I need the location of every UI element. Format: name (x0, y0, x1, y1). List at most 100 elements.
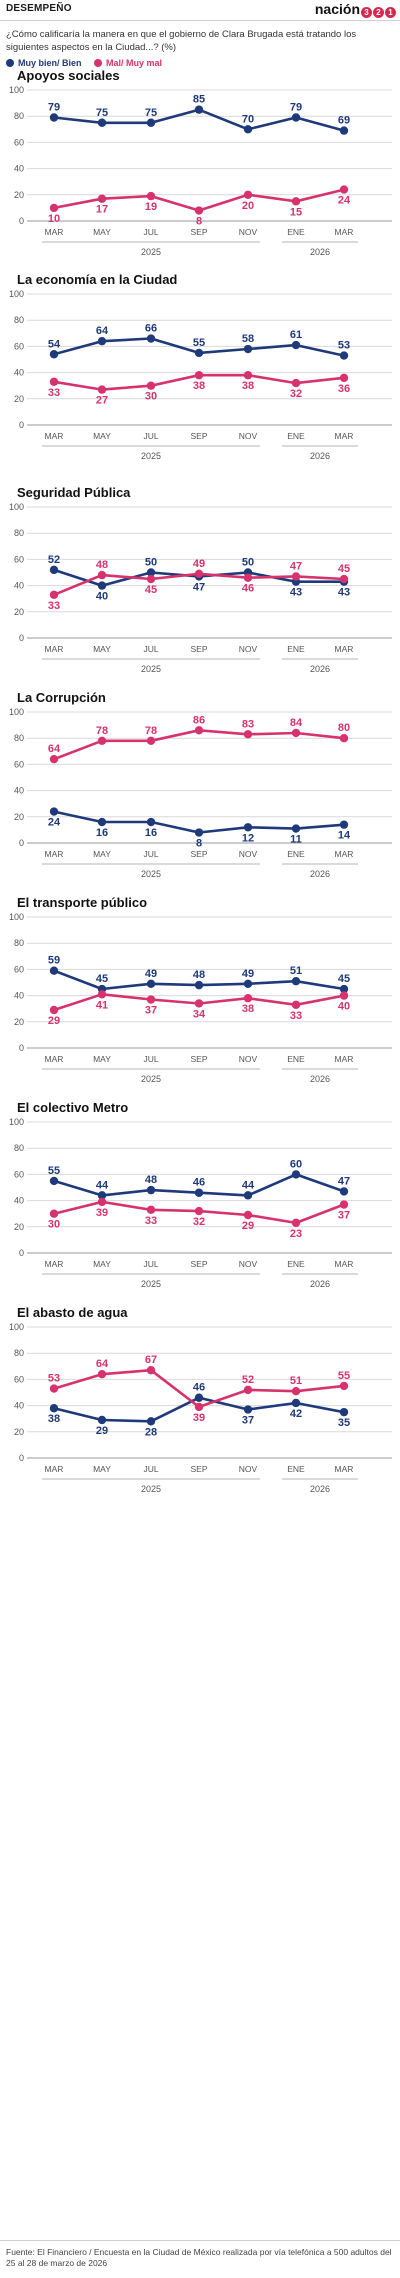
data-label: 80 (338, 722, 350, 734)
data-label: 45 (145, 584, 157, 596)
x-tick-label: NOV (239, 227, 258, 237)
data-point (49, 565, 59, 575)
chart-2: La economía en la Ciudad 0 20 40 60 80 100 MAR M… (0, 272, 400, 477)
year-label: 2025 (141, 451, 161, 461)
data-label: 78 (145, 725, 157, 737)
y-tick-label: 100 (9, 1322, 24, 1332)
chart-plot: 0 20 40 60 80 100 MAR MAY JUL SEP NOV ENE MAR 2025 202… (9, 1117, 392, 1289)
chart-plot: 0 20 40 60 80 100 MAR MAY JUL SEP NOV ENE MAR 2025 202… (9, 1322, 392, 1494)
data-point (339, 1407, 349, 1417)
data-label: 70 (242, 113, 254, 125)
data-point (194, 1188, 204, 1197)
data-point (291, 976, 301, 986)
y-tick-label: 100 (9, 85, 24, 95)
data-point (49, 590, 59, 599)
chart-plot: 0 20 40 60 80 100 MAR MAY JUL SEP NOV ENE MAR 2025 202… (9, 707, 392, 879)
data-point (146, 817, 156, 827)
data-label: 27 (96, 395, 108, 407)
x-tick-label: MAR (335, 227, 354, 237)
data-point (291, 197, 301, 206)
data-label: 44 (96, 1179, 109, 1191)
y-tick-label: 40 (14, 368, 24, 378)
data-point (146, 1366, 156, 1375)
data-label: 32 (193, 1216, 205, 1228)
data-label: 58 (242, 333, 254, 345)
data-label: 64 (96, 325, 109, 337)
data-point (49, 350, 59, 359)
y-tick-label: 20 (14, 607, 24, 617)
data-point (243, 730, 253, 739)
data-label: 79 (48, 102, 60, 114)
data-point (146, 995, 156, 1004)
data-label: 51 (290, 1375, 302, 1387)
data-label: 43 (290, 587, 302, 599)
x-tick-label: MAY (93, 1259, 111, 1269)
y-tick-label: 60 (14, 759, 24, 769)
y-tick-label: 40 (14, 786, 24, 796)
data-label: 69 (338, 115, 350, 127)
data-label: 38 (242, 380, 254, 392)
data-label: 41 (96, 999, 108, 1011)
data-label: 39 (96, 1207, 108, 1219)
data-label: 28 (145, 1426, 157, 1438)
data-point (97, 194, 107, 203)
y-tick-label: 0 (19, 1248, 24, 1258)
chart-5: El transporte público 0 20 40 60 80 100 MAR MAY J… (0, 895, 400, 1100)
data-point (194, 371, 204, 380)
data-point (243, 979, 253, 989)
data-point (339, 1187, 349, 1196)
x-tick-label: MAR (45, 227, 64, 237)
data-point (194, 569, 204, 579)
x-tick-label: SEP (190, 644, 207, 654)
data-point (97, 570, 107, 580)
data-label: 46 (193, 1177, 205, 1189)
data-label: 49 (193, 558, 205, 570)
data-label: 40 (96, 591, 108, 603)
y-tick-label: 60 (14, 341, 24, 351)
data-label: 48 (145, 1174, 157, 1186)
data-point (146, 979, 156, 989)
x-tick-label: NOV (239, 431, 258, 441)
data-label: 46 (242, 583, 254, 595)
data-label: 66 (145, 323, 157, 335)
chart-4: La Corrupción 0 20 40 60 80 100 MAR MAY JUL SEP NOV… (0, 690, 400, 895)
y-tick-label: 60 (14, 554, 24, 564)
y-tick-label: 20 (14, 1017, 24, 1027)
data-label: 32 (290, 388, 302, 400)
data-label: 19 (145, 201, 157, 213)
data-point (339, 1200, 349, 1209)
data-label: 37 (145, 1005, 157, 1017)
data-point (97, 736, 107, 746)
data-point (49, 1005, 59, 1015)
y-tick-label: 100 (9, 1117, 24, 1127)
data-label: 33 (290, 1010, 302, 1022)
data-point (339, 373, 349, 383)
year-label: 2025 (141, 664, 161, 674)
y-tick-label: 100 (9, 289, 24, 299)
data-point (194, 980, 204, 990)
data-label: 11 (290, 834, 302, 846)
x-tick-label: JUL (143, 1054, 158, 1064)
data-point (339, 185, 349, 194)
data-label: 67 (145, 1354, 157, 1366)
data-point (339, 1381, 349, 1391)
x-tick-label: JUL (143, 431, 158, 441)
x-tick-label: MAY (93, 227, 111, 237)
y-tick-label: 80 (14, 528, 24, 538)
data-point (291, 824, 301, 833)
data-point (291, 728, 301, 738)
data-point (339, 351, 349, 360)
x-tick-label: MAY (93, 1054, 111, 1064)
data-point (97, 118, 107, 127)
data-label: 16 (96, 827, 108, 839)
data-point (97, 1191, 107, 1200)
x-tick-label: MAR (335, 644, 354, 654)
brand-logo: nación 3 2 1 (315, 1, 396, 19)
data-label: 55 (338, 1370, 350, 1382)
x-tick-label: ENE (287, 1054, 305, 1064)
data-label: 55 (193, 337, 205, 349)
data-label: 16 (145, 827, 157, 839)
y-tick-label: 60 (14, 964, 24, 974)
y-tick-label: 20 (14, 1222, 24, 1232)
data-point (49, 966, 59, 975)
